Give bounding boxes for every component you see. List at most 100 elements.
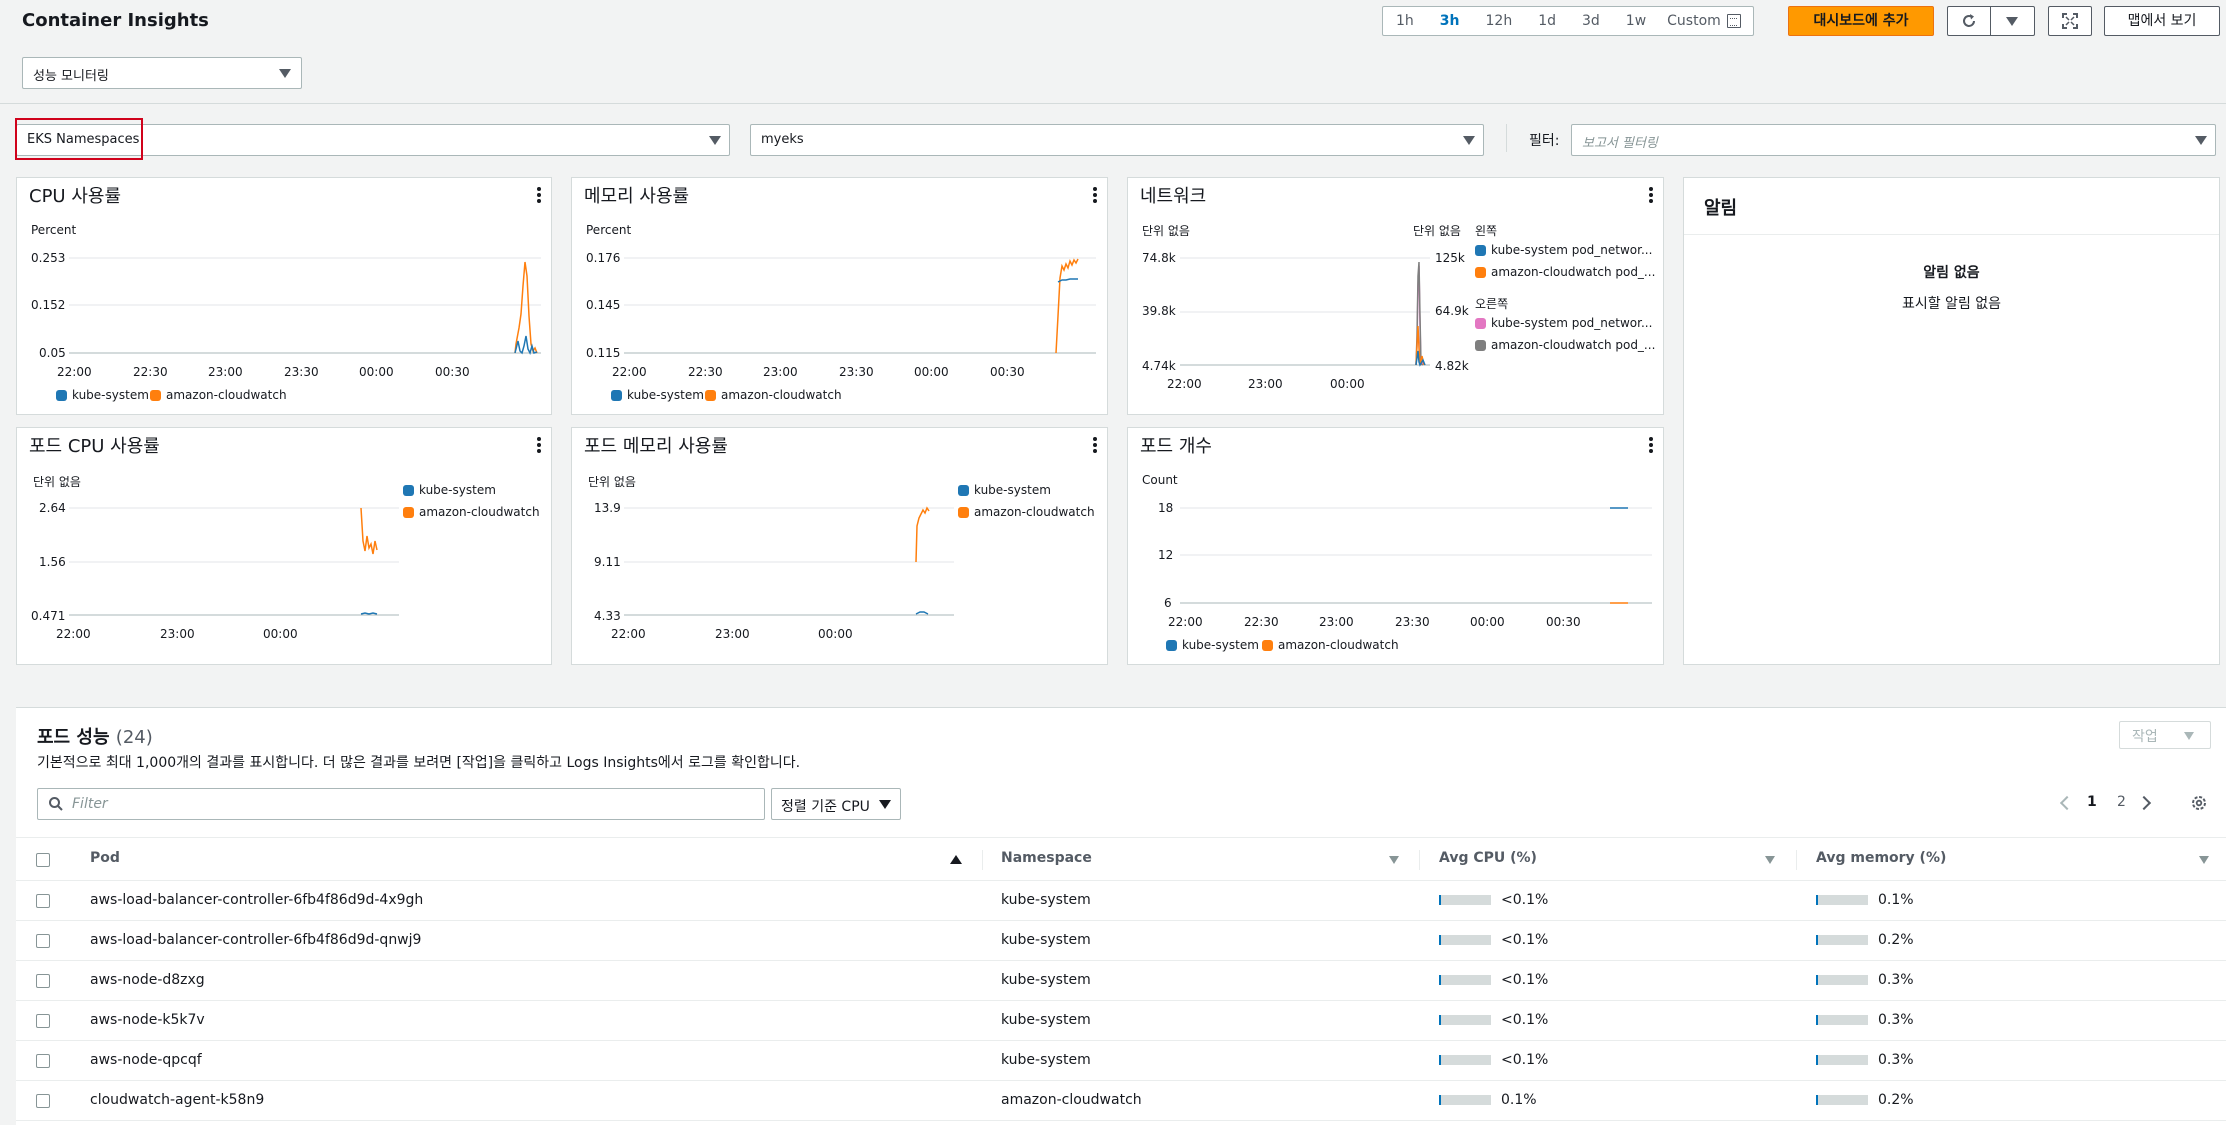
legend-swatch	[1262, 639, 1273, 651]
legend-item[interactable]: amazon-cloudwatch pod_...	[1475, 338, 1655, 352]
more-options-icon[interactable]	[537, 187, 541, 203]
legend-item[interactable]: kube-system	[958, 483, 1051, 497]
page-title: Container Insights	[22, 10, 209, 31]
table-row[interactable]: aws-load-balancer-controller-6fb4f86d9d-…	[16, 921, 2226, 961]
legend-swatch	[958, 506, 969, 518]
y-tick: 125k	[1435, 251, 1465, 265]
legend-item[interactable]: kube-system	[403, 483, 496, 497]
row-checkbox[interactable]	[36, 894, 50, 908]
legend-item[interactable]: amazon-cloudwatch	[150, 388, 287, 402]
sort-select[interactable]: 정렬 기준 CPU	[771, 788, 901, 820]
x-tick: 00:30	[1546, 615, 1581, 629]
table-row[interactable]: aws-node-qpcqf kube-system <0.1% 0.3%	[16, 1041, 2226, 1081]
filter-label: 필터:	[1529, 133, 1560, 149]
cell-pod[interactable]: aws-node-k5k7v	[90, 1012, 205, 1028]
more-options-icon[interactable]	[1093, 437, 1097, 453]
page-1[interactable]: 1	[2087, 794, 2097, 810]
y-unit: Percent	[31, 223, 77, 237]
column-header-avg-cpu[interactable]: Avg CPU (%)	[1439, 850, 1537, 866]
pod-cpu-chart-plot	[69, 507, 399, 616]
page-2[interactable]: 2	[2117, 794, 2126, 810]
fullscreen-button[interactable]	[2048, 6, 2092, 36]
cell-namespace: kube-system	[1001, 1052, 1091, 1068]
legend-item[interactable]: amazon-cloudwatch	[1262, 638, 1399, 652]
cluster-select[interactable]: myeks	[750, 124, 1484, 156]
sort-asc-icon[interactable]	[950, 855, 962, 864]
range-12h[interactable]: 12h	[1485, 13, 1513, 29]
row-checkbox[interactable]	[36, 934, 50, 948]
table-row[interactable]: cloudwatch-agent-k58n9 amazon-cloudwatch 0…	[16, 1081, 2226, 1121]
add-to-dashboard-button[interactable]: 대시보드에 추가	[1788, 6, 1934, 36]
column-header-avg-memory[interactable]: Avg memory (%)	[1816, 850, 1947, 866]
legend-item[interactable]: kube-system	[56, 388, 149, 402]
legend-item[interactable]: amazon-cloudwatch	[705, 388, 842, 402]
table-search-input[interactable]: Filter	[37, 788, 765, 820]
more-options-icon[interactable]	[1649, 437, 1653, 453]
table-row[interactable]: aws-node-k5k7v kube-system <0.1% 0.3%	[16, 1001, 2226, 1041]
range-1w[interactable]: 1w	[1625, 13, 1647, 29]
sort-icon[interactable]	[2199, 856, 2209, 864]
time-range-group: 1h 3h 12h 1d 3d 1w Custom	[1382, 6, 1754, 36]
row-checkbox[interactable]	[36, 1094, 50, 1108]
sort-icon[interactable]	[1389, 856, 1399, 864]
row-checkbox[interactable]	[36, 974, 50, 988]
table-row[interactable]: aws-node-d8zxg kube-system <0.1% 0.3%	[16, 961, 2226, 1001]
range-custom[interactable]: Custom	[1659, 7, 1753, 35]
range-3h[interactable]: 3h	[1439, 13, 1460, 29]
legend-item[interactable]: amazon-cloudwatch pod_...	[1475, 265, 1655, 279]
series-line-kube-system	[514, 335, 538, 356]
range-3d[interactable]: 3d	[1581, 13, 1600, 29]
caret-down-icon	[879, 800, 891, 809]
cell-pod[interactable]: aws-load-balancer-controller-6fb4f86d9d-…	[90, 932, 422, 948]
range-1h[interactable]: 1h	[1396, 13, 1414, 29]
y-tick: 64.9k	[1435, 304, 1469, 318]
range-1d[interactable]: 1d	[1538, 13, 1556, 29]
cell-pod[interactable]: aws-node-d8zxg	[90, 972, 205, 988]
legend-item[interactable]: kube-system pod_networ...	[1475, 243, 1652, 257]
legend-group-title: 왼쪽	[1475, 224, 1498, 238]
refresh-button[interactable]	[1947, 6, 1991, 36]
refresh-interval-dropdown[interactable]	[1991, 6, 2035, 36]
x-tick: 23:00	[763, 365, 798, 379]
cell-pod[interactable]: cloudwatch-agent-k58n9	[90, 1092, 265, 1108]
legend-item[interactable]: amazon-cloudwatch	[958, 505, 1095, 519]
actions-button[interactable]: 작업	[2119, 721, 2211, 749]
select-all-checkbox[interactable]	[36, 853, 50, 867]
table-row[interactable]: aws-load-balancer-controller-6fb4f86d9d-…	[16, 881, 2226, 921]
more-options-icon[interactable]	[537, 437, 541, 453]
legend-label: kube-system pod_networ...	[1491, 316, 1653, 330]
cpu-usage-bar-fill	[1439, 1015, 1442, 1025]
view-map-button[interactable]: 맵에서 보기	[2104, 6, 2220, 36]
legend-item[interactable]: amazon-cloudwatch	[403, 505, 540, 519]
legend-swatch	[403, 506, 414, 518]
row-checkbox[interactable]	[36, 1054, 50, 1068]
prev-page-icon[interactable]	[2059, 795, 2075, 811]
cell-pod[interactable]: aws-node-qpcqf	[90, 1052, 202, 1068]
legend-item[interactable]: kube-system	[611, 388, 704, 402]
x-tick: 22:00	[1167, 377, 1202, 391]
series-line-amazon-cloudwatch	[915, 506, 930, 563]
series-line-amazon-cloudwatch	[360, 507, 378, 555]
resource-type-select[interactable]: EKS Namespaces	[16, 124, 730, 156]
column-header-namespace[interactable]: Namespace	[1001, 850, 1092, 866]
next-page-icon[interactable]	[2136, 795, 2152, 811]
cpu-usage-bar	[1439, 1055, 1491, 1065]
settings-icon[interactable]	[2190, 794, 2208, 812]
column-header-pod[interactable]: Pod	[90, 850, 120, 866]
legend-item[interactable]: kube-system	[1166, 638, 1259, 652]
x-tick: 00:00	[1330, 377, 1365, 391]
widget-cpu: CPU 사용률 Percent 0.253 0.152 0.05 22:00 2…	[16, 177, 552, 415]
cell-pod[interactable]: aws-load-balancer-controller-6fb4f86d9d-…	[90, 892, 424, 908]
cpu-usage-bar	[1439, 895, 1491, 905]
row-checkbox[interactable]	[36, 1014, 50, 1028]
legend-item[interactable]: kube-system pod_networ...	[1475, 316, 1652, 330]
sort-icon[interactable]	[1765, 856, 1775, 864]
mode-select[interactable]: 성능 모니터링	[22, 57, 302, 89]
cpu-usage-bar-fill	[1439, 1055, 1442, 1065]
cpu-usage-bar	[1439, 1015, 1491, 1025]
more-options-icon[interactable]	[1093, 187, 1097, 203]
more-options-icon[interactable]	[1649, 187, 1653, 203]
x-tick: 23:00	[1319, 615, 1354, 629]
report-filter-select[interactable]: 보고서 필터링	[1571, 124, 2216, 156]
table-description: 기본적으로 최대 1,000개의 결과를 표시합니다. 더 많은 결과를 보려면…	[37, 755, 801, 771]
